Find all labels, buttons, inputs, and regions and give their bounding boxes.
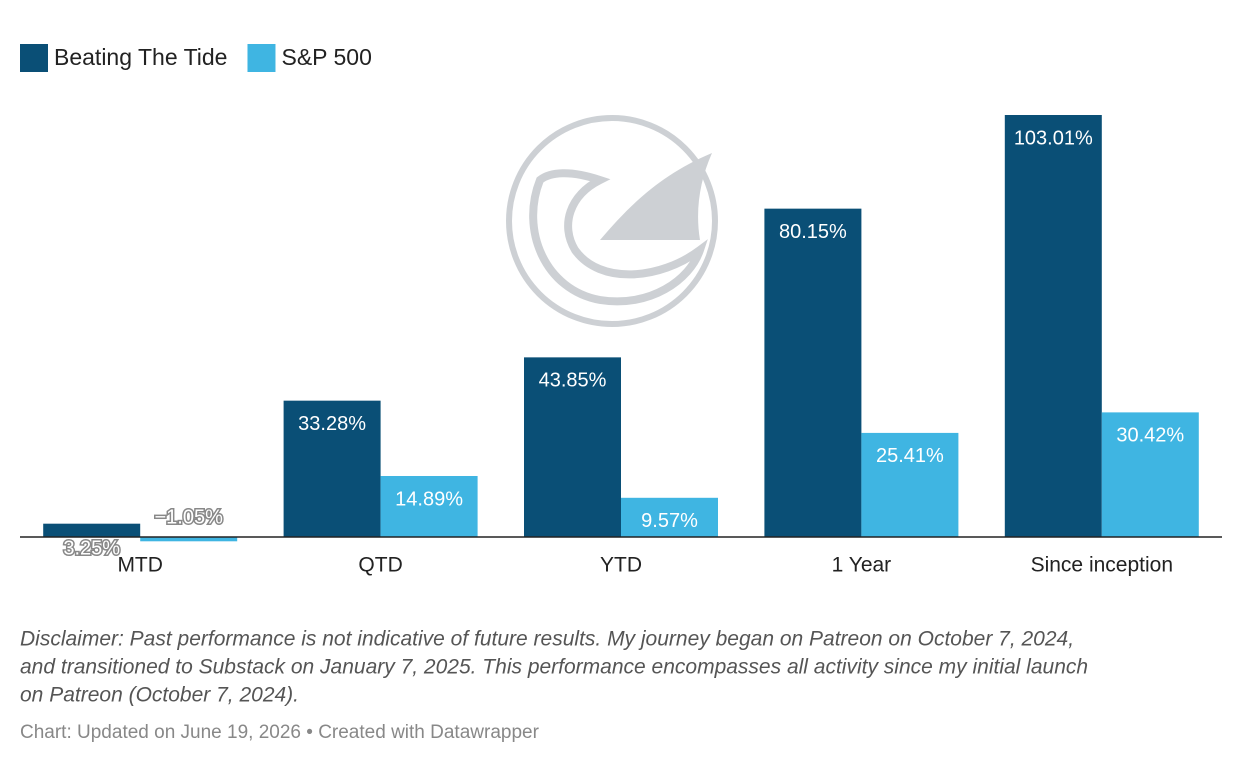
logo-ring (506, 115, 718, 327)
bar (524, 357, 621, 537)
value-label: −1.05% (155, 506, 224, 528)
value-label: 33.28% (298, 413, 366, 435)
disclaimer-line: on Patreon (October 7, 2024). (20, 684, 299, 707)
x-tick-label: QTD (358, 554, 402, 577)
value-label: 103.01% (1014, 127, 1093, 149)
disclaimer: Disclaimer: Past performance is not indi… (20, 628, 1088, 707)
value-label: 14.89% (395, 488, 463, 510)
legend-label: Beating The Tide (54, 44, 227, 70)
bar (621, 497, 718, 537)
x-tick-label: Since inception (1031, 554, 1173, 577)
value-label: 30.42% (1116, 425, 1184, 447)
x-tick-label: 1 Year (832, 554, 892, 577)
legend-label: S&P 500 (281, 44, 371, 70)
value-label: 43.85% (539, 370, 607, 392)
x-tick-label: MTD (117, 554, 163, 577)
value-label: 80.15% (779, 221, 847, 243)
legend-swatch (247, 44, 276, 72)
x-tick-label: YTD (600, 554, 642, 577)
bar (1101, 412, 1199, 537)
bar (283, 400, 381, 537)
disclaimer-line: and transitioned to Substack on January … (20, 656, 1088, 679)
logo-wave (529, 169, 708, 306)
logo-sail (600, 153, 712, 240)
disclaimer-line: Disclaimer: Past performance is not indi… (20, 628, 1074, 651)
value-label: 25.41% (876, 445, 944, 467)
value-label: 9.57% (641, 510, 698, 532)
footer: Chart: Updated on June 19, 2026 • Create… (20, 722, 540, 743)
bar (861, 432, 959, 537)
bar (380, 476, 478, 537)
value-label: 3.25% (63, 537, 120, 559)
bar (764, 208, 862, 537)
bar (140, 537, 238, 542)
logo-watermark (506, 115, 718, 327)
bar (43, 523, 141, 537)
bar (1004, 115, 1102, 537)
legend-swatch (20, 44, 48, 72)
